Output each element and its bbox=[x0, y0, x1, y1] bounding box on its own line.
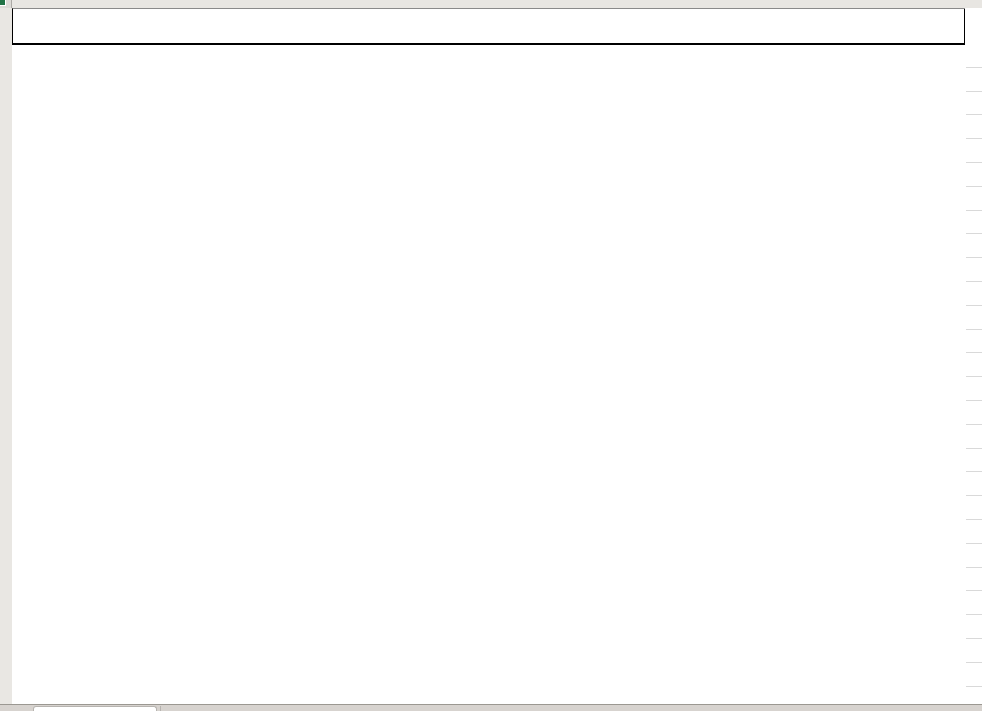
row-header-strip bbox=[0, 8, 12, 704]
tab-divider bbox=[160, 706, 161, 711]
data-table bbox=[12, 8, 965, 45]
column-strip-filler bbox=[12, 0, 982, 8]
active-sheet-tab[interactable] bbox=[33, 706, 157, 711]
table-header-row bbox=[13, 9, 965, 45]
select-all-corner[interactable] bbox=[0, 0, 12, 8]
spreadsheet-app bbox=[0, 0, 982, 711]
gridlines bbox=[966, 44, 982, 704]
column-header-strip bbox=[0, 0, 982, 8]
sheet-tab-bar bbox=[0, 704, 982, 711]
empty-column-gutter[interactable] bbox=[966, 8, 982, 704]
